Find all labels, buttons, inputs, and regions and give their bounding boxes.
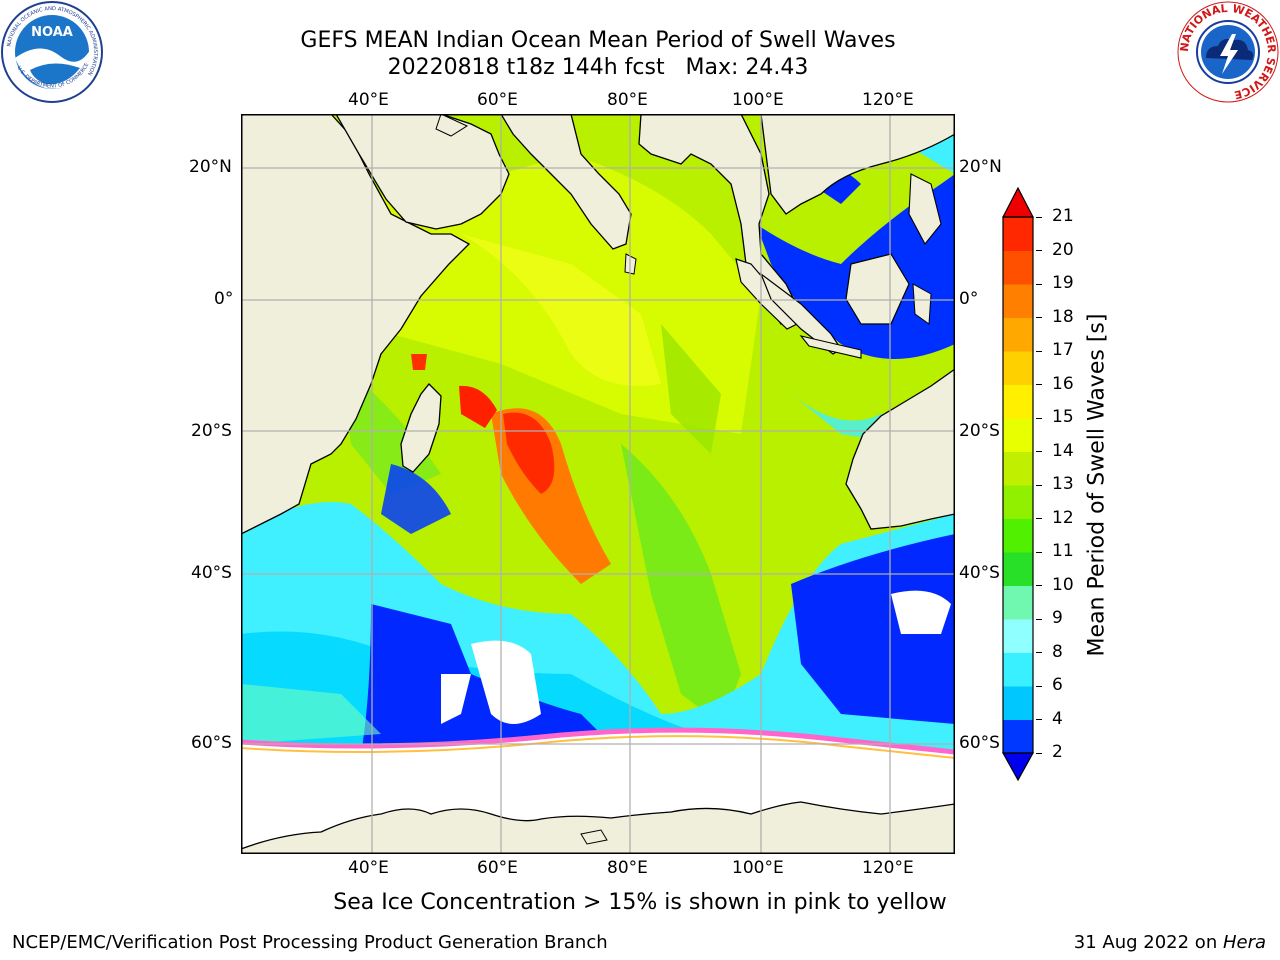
colorbar-tick-mark xyxy=(1036,317,1042,319)
lon-label-bottom-40e: 40°E xyxy=(348,858,389,878)
colorbar-tick-mark xyxy=(1036,451,1042,453)
colorbar-band xyxy=(1003,719,1033,754)
colorbar-tick-label: 17 xyxy=(1052,340,1074,360)
lat-label-left-60s: 60°S xyxy=(191,733,232,753)
colorbar-tick-label: 13 xyxy=(1052,474,1074,494)
colorbar-band xyxy=(1003,652,1033,687)
land-australia xyxy=(845,368,955,530)
colorbar-tick-label: 6 xyxy=(1052,675,1063,695)
colorbar-tick-label: 20 xyxy=(1052,239,1074,260)
colorbar-band xyxy=(1003,518,1033,553)
footer-date-text: 31 Aug 2022 on xyxy=(1073,932,1223,953)
noaa-logo: NOAA NATIONAL OCEANIC AND ATMOSPHERIC AD… xyxy=(1,1,103,103)
colorbar-tick-label: 15 xyxy=(1052,407,1074,427)
map-frame xyxy=(241,114,955,854)
colorbar-tick-label: 9 xyxy=(1052,608,1063,628)
colorbar-band xyxy=(1003,686,1033,720)
colorbar-band xyxy=(1003,485,1033,519)
colorbar-tick-mark xyxy=(1036,518,1042,520)
land-india xyxy=(500,114,632,250)
lat-label-left-20n: 20°N xyxy=(189,157,232,177)
swell-period-map xyxy=(241,114,955,854)
colorbar-tick-mark xyxy=(1036,618,1042,620)
colorbar-band xyxy=(1003,585,1033,620)
colorbar-band xyxy=(1003,619,1033,653)
colorbar-tick-mark xyxy=(1036,484,1042,486)
colorbar-tick-label: 4 xyxy=(1052,708,1063,729)
lat-label-left-20s: 20°S xyxy=(191,421,232,441)
colorbar-tick-label: 2 xyxy=(1052,742,1063,762)
colorbar-tick-label: 14 xyxy=(1052,440,1074,461)
colorbar-tick-mark xyxy=(1036,384,1042,386)
colorbar-tick-mark xyxy=(1036,216,1042,218)
colorbar xyxy=(1001,186,1035,782)
colorbar-tick-mark xyxy=(1036,551,1042,553)
lon-label-top-100e: 100°E xyxy=(732,90,784,110)
lat-label-left-40s: 40°S xyxy=(191,563,232,583)
lon-label-bottom-120e: 120°E xyxy=(862,858,914,878)
colorbar-tick-label: 18 xyxy=(1052,306,1074,327)
sea-ice-note: Sea Ice Concentration > 15% is shown in … xyxy=(333,890,947,915)
colorbar-band xyxy=(1003,317,1033,352)
land-africa xyxy=(241,114,471,535)
colorbar-tick-mark xyxy=(1036,652,1042,654)
lon-label-top-120e: 120°E xyxy=(862,90,914,110)
land-antarctica xyxy=(241,801,955,854)
colorbar-tick-label: 10 xyxy=(1052,574,1074,595)
lat-label-right-0: 0° xyxy=(959,289,979,309)
colorbar-band xyxy=(1003,451,1033,486)
colorbar-tick-mark xyxy=(1036,350,1042,352)
colorbar-band xyxy=(1003,552,1033,586)
colorbar-band xyxy=(1003,351,1033,385)
lon-label-bottom-60e: 60°E xyxy=(477,858,518,878)
title-line-1: GEFS MEAN Indian Ocean Mean Period of Sw… xyxy=(300,28,896,53)
colorbar-band xyxy=(1003,418,1033,452)
colorbar-band xyxy=(1003,250,1033,285)
colorbar-tick-label: 19 xyxy=(1052,273,1074,293)
map-gridlines xyxy=(241,114,955,854)
lat-label-right-20n: 20°N xyxy=(959,157,1002,177)
colorbar-tick-mark xyxy=(1036,283,1042,285)
lon-label-bottom-100e: 100°E xyxy=(732,858,784,878)
colorbar-band xyxy=(1003,217,1033,251)
colorbar-tick-label: 16 xyxy=(1052,373,1074,394)
lon-label-top-40e: 40°E xyxy=(348,90,389,110)
lat-label-right-20s: 20°S xyxy=(959,421,1000,441)
colorbar-tick-mark xyxy=(1036,685,1042,687)
lat-label-right-60s: 60°S xyxy=(959,733,1000,753)
colorbar-tick-label: 21 xyxy=(1052,206,1074,226)
title-line-2: 20220818 t18z 144h fcst Max: 24.43 xyxy=(387,55,809,80)
colorbar-tick-mark xyxy=(1036,250,1042,252)
land-madagascar xyxy=(400,383,442,473)
lon-label-bottom-80e: 80°E xyxy=(607,858,648,878)
lon-label-top-60e: 60°E xyxy=(477,90,518,110)
colorbar-under-triangle xyxy=(1001,752,1035,782)
colorbar-tick-label: 11 xyxy=(1052,541,1074,561)
footer-branch: NCEP/EMC/Verification Post Processing Pr… xyxy=(12,932,608,953)
land-arabia xyxy=(335,114,510,230)
colorbar-over-triangle xyxy=(1002,186,1034,218)
lat-label-right-40s: 40°S xyxy=(959,563,1000,583)
colorbar-tick-mark xyxy=(1036,585,1042,587)
colorbar-label: Mean Period of Swell Waves [s] xyxy=(1084,313,1110,657)
colorbar-tick-mark xyxy=(1036,752,1042,754)
colorbar-tick-label: 12 xyxy=(1052,507,1074,528)
nws-logo: NATIONAL WEATHER SERVICE xyxy=(1177,1,1279,103)
lon-label-top-80e: 80°E xyxy=(607,90,648,110)
colorbar-band xyxy=(1003,384,1033,419)
colorbar-tick-label: 8 xyxy=(1052,641,1063,662)
footer-machine: Hera xyxy=(1222,932,1266,953)
colorbar-tick-mark xyxy=(1036,417,1042,419)
footer-date: 31 Aug 2022 on Hera xyxy=(1074,932,1266,953)
colorbar-band xyxy=(1003,284,1033,318)
colorbar-tick-mark xyxy=(1036,719,1042,721)
lat-label-left-0: 0° xyxy=(214,289,234,309)
noaa-logo-text: NOAA xyxy=(31,25,73,40)
